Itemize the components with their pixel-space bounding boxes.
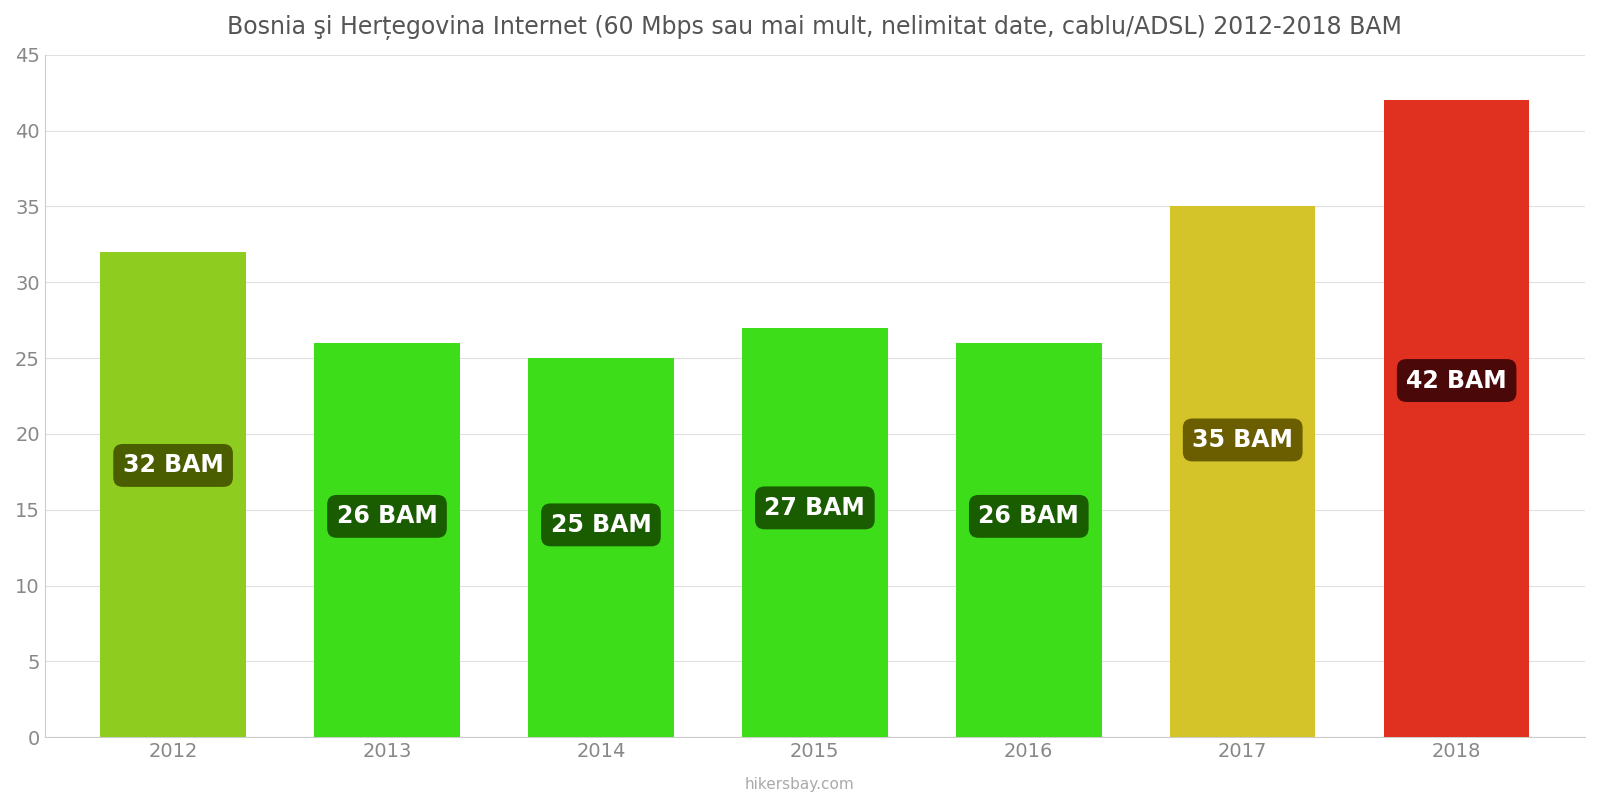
Text: 42 BAM: 42 BAM	[1406, 369, 1507, 393]
Bar	[314, 343, 459, 737]
Title: Bosnia şi Herțegovina Internet (60 Mbps sau mai mult, nelimitat date, cablu/ADSL: Bosnia şi Herțegovina Internet (60 Mbps …	[227, 15, 1402, 40]
Bar	[1384, 100, 1530, 737]
Bar	[957, 343, 1101, 737]
Text: hikersbay.com: hikersbay.com	[746, 777, 854, 792]
Text: 32 BAM: 32 BAM	[123, 454, 224, 478]
Bar	[1170, 206, 1315, 737]
Text: 25 BAM: 25 BAM	[550, 513, 651, 537]
Text: 27 BAM: 27 BAM	[765, 496, 866, 520]
Text: 26 BAM: 26 BAM	[336, 504, 437, 528]
Bar	[101, 252, 246, 737]
Text: 35 BAM: 35 BAM	[1192, 428, 1293, 452]
Bar	[528, 358, 674, 737]
Text: 26 BAM: 26 BAM	[979, 504, 1078, 528]
Bar	[742, 328, 888, 737]
